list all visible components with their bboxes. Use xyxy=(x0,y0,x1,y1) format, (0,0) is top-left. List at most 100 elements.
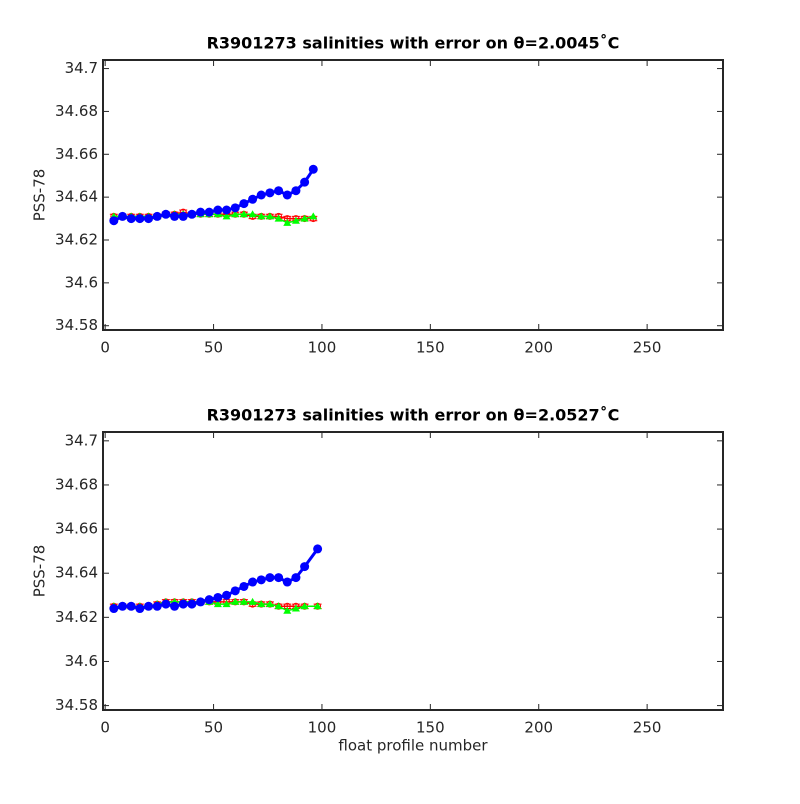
y-tick-label: 34.58 xyxy=(55,316,98,334)
marker xyxy=(248,194,258,204)
marker xyxy=(144,601,154,611)
marker xyxy=(257,600,266,608)
marker xyxy=(152,211,162,221)
marker xyxy=(230,586,240,596)
y-tick-label: 34.68 xyxy=(55,102,98,120)
marker xyxy=(282,577,292,587)
x-tick-label: 150 xyxy=(416,719,445,737)
marker xyxy=(309,212,318,220)
marker xyxy=(118,211,128,221)
x-tick-label: 200 xyxy=(524,719,553,737)
marker xyxy=(187,209,197,219)
marker xyxy=(213,592,223,602)
marker xyxy=(291,216,300,224)
marker xyxy=(308,164,318,174)
marker xyxy=(291,573,301,583)
x-axis-label: float profile number xyxy=(338,737,488,755)
marker xyxy=(265,212,274,220)
marker xyxy=(313,602,322,610)
marker xyxy=(239,210,248,218)
marker xyxy=(126,214,136,224)
marker xyxy=(283,218,292,226)
marker xyxy=(300,177,310,187)
marker xyxy=(248,210,257,218)
y-tick-label: 34.6 xyxy=(65,652,98,670)
marker xyxy=(204,207,214,217)
marker xyxy=(222,590,232,600)
marker xyxy=(196,597,206,607)
marker xyxy=(118,601,128,611)
marker xyxy=(265,600,274,608)
marker xyxy=(231,597,240,605)
plot-area xyxy=(102,431,724,711)
marker xyxy=(283,606,292,614)
y-tick-label: 34.66 xyxy=(55,145,98,163)
marker xyxy=(282,190,292,200)
chart-title: R3901273 salinities with error on θ=2.05… xyxy=(207,406,620,425)
marker xyxy=(256,190,266,200)
marker xyxy=(230,203,240,213)
marker xyxy=(231,210,240,218)
marker xyxy=(265,573,275,583)
x-tick-label: 250 xyxy=(633,719,662,737)
x-tick-label: 0 xyxy=(100,339,110,357)
marker xyxy=(222,205,232,215)
marker xyxy=(109,604,119,614)
marker xyxy=(213,205,223,215)
marker xyxy=(300,602,309,610)
marker xyxy=(204,595,214,605)
y-tick-label: 34.62 xyxy=(55,231,98,249)
y-tick-label: 34.68 xyxy=(55,475,98,493)
marker xyxy=(274,186,284,196)
y-axis-label: PSS-78 xyxy=(31,545,49,598)
chart-title: R3901273 salinities with error on θ=2.00… xyxy=(207,34,620,53)
y-tick-label: 34.58 xyxy=(55,696,98,714)
marker xyxy=(135,604,145,614)
marker xyxy=(313,544,323,554)
marker xyxy=(291,186,301,196)
marker xyxy=(291,604,300,612)
marker xyxy=(170,601,180,611)
marker xyxy=(135,214,145,224)
x-tick-label: 200 xyxy=(524,339,553,357)
marker xyxy=(161,209,171,219)
marker xyxy=(222,600,231,608)
y-tick-label: 34.66 xyxy=(55,520,98,538)
y-tick-label: 34.64 xyxy=(55,188,98,206)
marker xyxy=(248,577,258,587)
marker xyxy=(170,211,180,221)
y-tick-label: 34.7 xyxy=(65,59,98,77)
x-tick-label: 50 xyxy=(204,719,223,737)
marker xyxy=(144,214,154,224)
marker xyxy=(300,562,310,572)
marker xyxy=(126,601,136,611)
marker xyxy=(274,573,284,583)
x-tick-label: 100 xyxy=(308,719,337,737)
y-tick-label: 34.7 xyxy=(65,431,98,449)
x-tick-label: 150 xyxy=(416,339,445,357)
marker xyxy=(265,188,275,198)
x-tick-label: 100 xyxy=(308,339,337,357)
marker xyxy=(239,199,249,209)
marker xyxy=(257,212,266,220)
y-axis-label: PSS-78 xyxy=(31,169,49,222)
marker xyxy=(196,207,206,217)
marker xyxy=(248,597,257,605)
plot-area xyxy=(102,59,724,331)
marker xyxy=(256,575,266,585)
y-tick-label: 34.64 xyxy=(55,564,98,582)
y-tick-label: 34.6 xyxy=(65,273,98,291)
marker xyxy=(239,597,248,605)
marker xyxy=(152,601,162,611)
marker xyxy=(274,602,283,610)
marker xyxy=(213,600,222,608)
marker xyxy=(178,211,188,221)
marker xyxy=(187,599,197,609)
x-tick-label: 0 xyxy=(100,719,110,737)
x-tick-label: 250 xyxy=(633,339,662,357)
marker xyxy=(222,212,231,220)
x-tick-label: 50 xyxy=(204,339,223,357)
marker xyxy=(300,214,309,222)
marker xyxy=(178,599,188,609)
